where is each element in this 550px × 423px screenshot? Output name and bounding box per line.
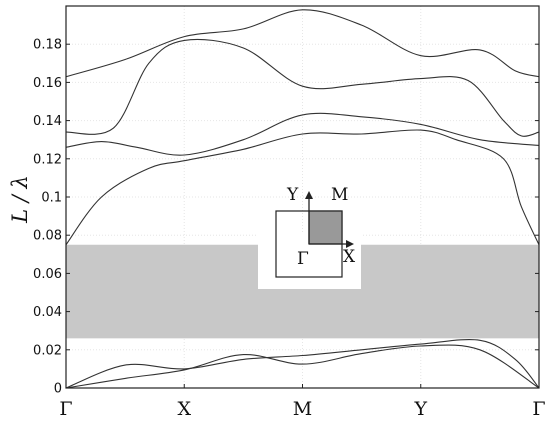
bands-layer — [65, 9, 540, 389]
y-tick-label-3: 0.06 — [33, 267, 62, 282]
band-line-4 — [65, 112, 540, 156]
band-line-2 — [65, 339, 540, 389]
x-tick-label-0: Γ — [59, 398, 72, 420]
band-line-6 — [65, 9, 540, 78]
y-tick-label-1: 0.02 — [33, 343, 62, 358]
inset-irreducible-zone — [308, 210, 343, 245]
inset-x-arrowhead — [346, 240, 354, 248]
x-tick-label-4: Γ — [532, 398, 545, 420]
y-tick-label-5: 0.1 — [41, 191, 62, 206]
inset-y-arrowhead — [305, 191, 313, 199]
y-ticks: 0 0.02 0.04 0.06 0.08 0.1 0.12 0.14 0.16 0.18 — [33, 38, 539, 397]
y-tick-label-2: 0.04 — [33, 305, 62, 320]
y-tick-label-4: 0.08 — [33, 229, 62, 244]
y-axis-label: L / λ — [8, 175, 32, 224]
inset-label-y: Y — [286, 185, 299, 205]
y-tick-label-6: 0.12 — [33, 152, 62, 167]
brillouin-zone-inset: Γ X Y M — [258, 185, 361, 289]
x-tick-label-2: M — [293, 398, 312, 420]
x-tick-label-3: Y — [413, 398, 427, 420]
y-tick-label-8: 0.16 — [33, 76, 62, 91]
x-tick-label-1: X — [177, 398, 191, 420]
inset-label-x: X — [343, 247, 356, 267]
y-tick-label-0: 0 — [54, 382, 62, 397]
band-line-5 — [65, 38, 540, 137]
band-line-3 — [65, 129, 540, 246]
inset-label-m: M — [331, 185, 348, 205]
y-tick-label-9: 0.18 — [33, 38, 62, 53]
inset-label-gamma: Γ — [297, 249, 309, 269]
band-line-1 — [65, 344, 540, 389]
y-tick-label-7: 0.14 — [33, 114, 62, 129]
